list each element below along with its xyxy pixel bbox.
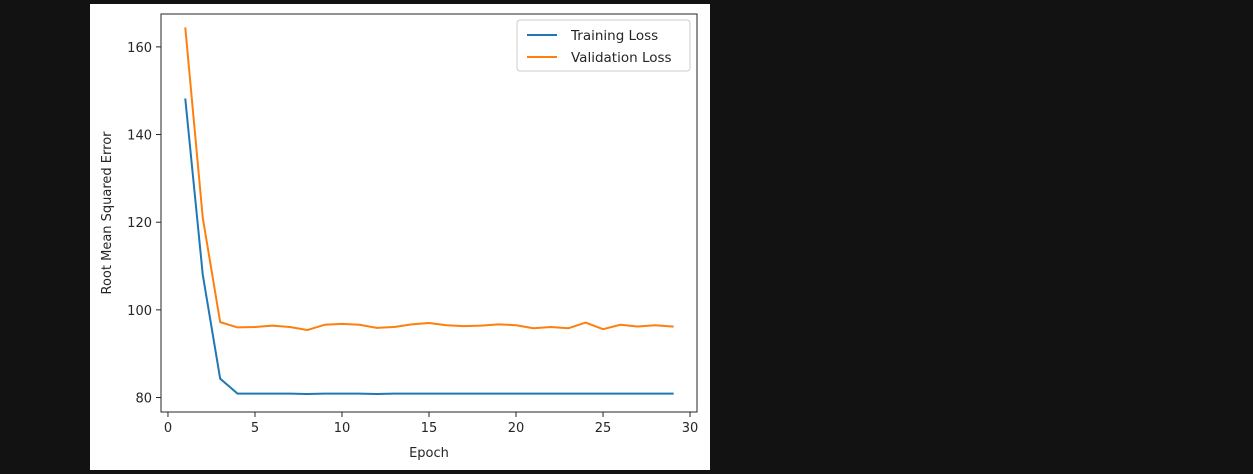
x-tick-label: 25 bbox=[595, 421, 612, 436]
x-tick-label: 15 bbox=[421, 421, 438, 436]
x-tick-label: 5 bbox=[251, 421, 259, 436]
series-validation-loss bbox=[184, 27, 674, 332]
x-axis: 0 5 10 15 20 25 30 bbox=[164, 412, 698, 436]
x-axis-title: Epoch bbox=[409, 446, 449, 461]
x-tick-label: 30 bbox=[682, 421, 699, 436]
x-tick-label: 10 bbox=[334, 421, 351, 436]
line-chart: 0 5 10 15 20 25 30 80 100 120 140 160 Epoch Root M… bbox=[100, 13, 698, 461]
legend-box bbox=[516, 19, 691, 72]
y-tick-label: 160 bbox=[127, 41, 152, 56]
series-line-training-loss bbox=[184, 98, 674, 396]
y-axis: 80 100 120 140 160 bbox=[127, 41, 161, 407]
legend-label-training-loss: Training Loss bbox=[570, 28, 658, 44]
x-tick-label: 20 bbox=[508, 421, 525, 436]
figure-card: 0 5 10 15 20 25 30 80 100 120 140 160 Epoch Root M… bbox=[90, 4, 710, 470]
plot-area-frame bbox=[160, 13, 698, 413]
y-tick-label: 80 bbox=[135, 392, 152, 407]
y-tick-label: 120 bbox=[127, 216, 152, 231]
series-training-loss bbox=[184, 98, 674, 396]
y-tick-label: 140 bbox=[127, 129, 152, 144]
legend: Training Loss Validation Loss bbox=[516, 19, 691, 72]
series-line-validation-loss bbox=[184, 27, 674, 332]
x-tick-label: 0 bbox=[164, 421, 172, 436]
y-tick-label: 100 bbox=[127, 304, 152, 319]
series-layer bbox=[184, 27, 674, 396]
legend-label-validation-loss: Validation Loss bbox=[571, 50, 672, 66]
y-axis-title: Root Mean Squared Error bbox=[100, 131, 115, 295]
